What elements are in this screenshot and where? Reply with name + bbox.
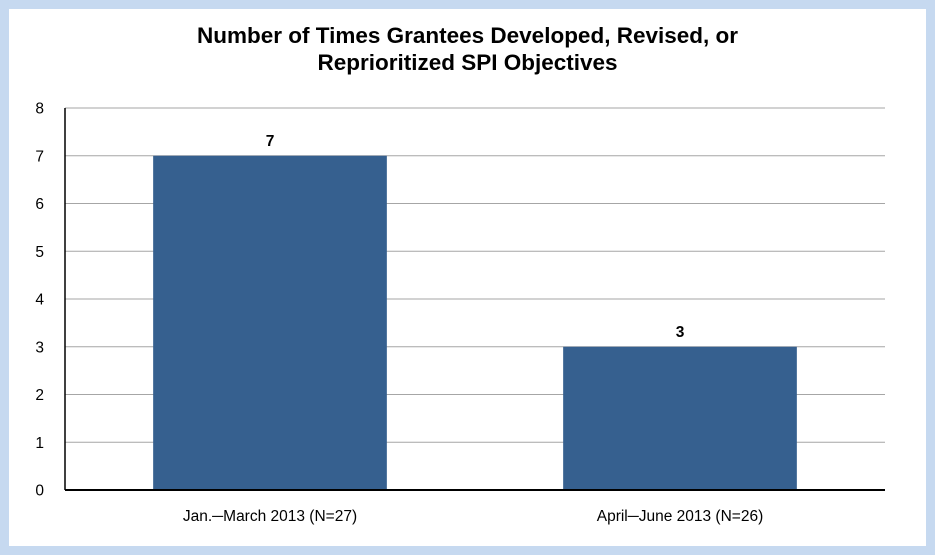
- chart-title-line-2: Reprioritized SPI Objectives: [317, 50, 618, 75]
- bar: [563, 346, 797, 490]
- y-tick-label: 4: [35, 292, 44, 309]
- bar: [153, 155, 387, 490]
- y-tick-label: 5: [35, 244, 44, 261]
- y-tick-label: 0: [35, 483, 44, 500]
- y-tick-label: 2: [35, 387, 44, 404]
- axes: [64, 108, 885, 491]
- x-tick-label: April─June 2013 (N=26): [597, 508, 764, 525]
- chart-frame: Number of Times Grantees Developed, Revi…: [9, 9, 926, 546]
- y-tick-label: 1: [35, 435, 44, 452]
- labels: 0 1 2 3 4 5 6 7 8 7 Jan.─March 2013 (N=27) 3 April─J…: [35, 101, 763, 526]
- chart-title: Number of Times Grantees Developed, Revi…: [9, 22, 926, 76]
- data-label: 7: [266, 133, 275, 150]
- y-tick-label: 7: [35, 148, 44, 165]
- y-tick-label: 3: [35, 339, 44, 356]
- bars: [153, 155, 797, 490]
- bar-chart: 0 1 2 3 4 5 6 7 8 7 Jan.─March 2013 (N=27) 3 April─J…: [35, 101, 885, 526]
- x-tick-label: Jan.─March 2013 (N=27): [183, 508, 357, 525]
- chart-title-line-1: Number of Times Grantees Developed, Revi…: [196, 23, 738, 48]
- y-tick-label: 8: [35, 101, 44, 118]
- y-tick-label: 6: [35, 196, 44, 213]
- data-label: 3: [676, 324, 685, 341]
